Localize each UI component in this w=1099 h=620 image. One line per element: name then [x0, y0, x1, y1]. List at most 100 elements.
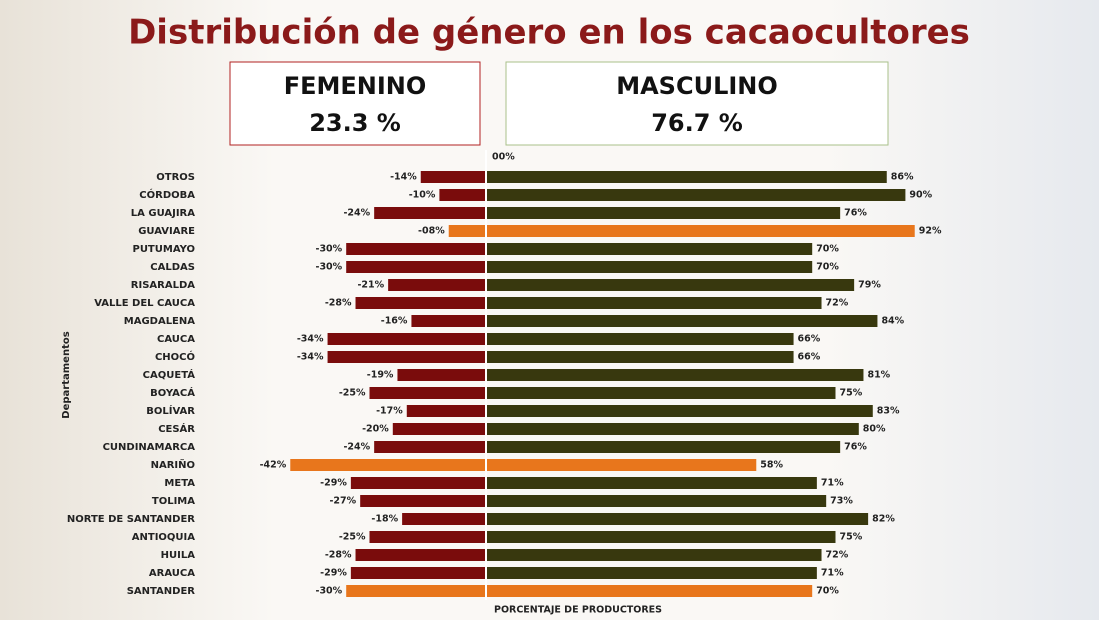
value-label: -18%: [371, 514, 398, 525]
bar: [486, 279, 855, 291]
value-label: -25%: [339, 388, 366, 399]
value-label: 70%: [816, 586, 839, 597]
bar: [374, 441, 486, 453]
category-label: CHOCÓ: [155, 350, 195, 363]
bar: [486, 297, 822, 309]
bar: [486, 315, 878, 327]
value-label: -24%: [343, 208, 370, 219]
bar: [420, 171, 486, 183]
value-label: 76%: [844, 442, 867, 453]
bar: [397, 369, 486, 381]
bar: [369, 387, 486, 399]
value-label: 90%: [909, 190, 932, 201]
bar: [392, 423, 486, 435]
legend-label: FEMENINO: [284, 72, 427, 100]
category-label: HUILA: [161, 550, 196, 561]
value-label: -24%: [343, 442, 370, 453]
value-label: -27%: [329, 496, 356, 507]
value-label: -30%: [316, 244, 343, 255]
bar: [346, 261, 486, 273]
category-label: TOLIMA: [152, 496, 195, 507]
legend-total: 76.7 %: [651, 109, 743, 137]
bar: [411, 315, 486, 327]
bar: [486, 423, 859, 435]
bar: [350, 567, 486, 579]
value-label: 71%: [821, 568, 844, 579]
value-label: 80%: [863, 424, 886, 435]
bar: [369, 531, 486, 543]
value-label: -20%: [362, 424, 389, 435]
chart-title: Distribución de género en los cacaoculto…: [128, 13, 970, 53]
bar: [439, 189, 486, 201]
value-label: -34%: [297, 352, 324, 363]
value-label: 84%: [881, 316, 904, 327]
bar: [448, 225, 486, 237]
legend-total: 23.3 %: [309, 109, 401, 137]
bar: [360, 495, 486, 507]
value-label: -08%: [418, 226, 445, 237]
bar: [486, 261, 813, 273]
value-label: 66%: [798, 334, 821, 345]
value-label: -14%: [390, 172, 417, 183]
bar: [486, 477, 817, 489]
value-label: -42%: [260, 460, 287, 471]
value-label: 71%: [821, 478, 844, 489]
bar: [346, 243, 486, 255]
bar: [486, 243, 813, 255]
value-label: 72%: [826, 298, 849, 309]
bar: [486, 207, 841, 219]
value-label: 86%: [891, 172, 914, 183]
category-label: META: [164, 478, 195, 489]
category-label: NARIÑO: [151, 458, 195, 471]
category-label: BOLÍVAR: [146, 404, 195, 417]
category-label: VALLE DEL CAUCA: [94, 298, 195, 309]
value-label: -34%: [297, 334, 324, 345]
category-label: GUAVIARE: [138, 226, 195, 237]
value-label: -28%: [325, 550, 352, 561]
bar: [486, 459, 757, 471]
value-label: -16%: [381, 316, 408, 327]
value-label: 75%: [840, 388, 863, 399]
legend-box: [505, 61, 889, 146]
value-label: 70%: [816, 262, 839, 273]
category-label: LA GUAJIRA: [131, 208, 195, 219]
value-label: 92%: [919, 226, 942, 237]
category-label: CESÁR: [158, 422, 195, 435]
bar: [486, 405, 873, 417]
bar: [486, 549, 822, 561]
value-label: 58%: [760, 460, 783, 471]
value-label: 83%: [877, 406, 900, 417]
bar: [486, 495, 827, 507]
bar: [486, 351, 794, 363]
value-label: -30%: [316, 262, 343, 273]
bar: [486, 513, 869, 525]
category-label: CALDAS: [150, 262, 195, 273]
legend-label: MASCULINO: [616, 72, 778, 100]
bar: [486, 567, 817, 579]
value-label: -25%: [339, 532, 366, 543]
bar: [355, 549, 486, 561]
category-label: MAGDALENA: [124, 316, 196, 327]
bar: [388, 279, 486, 291]
category-label: ARAUCA: [149, 568, 195, 579]
bar: [486, 189, 906, 201]
value-label: 72%: [826, 550, 849, 561]
bar: [402, 513, 486, 525]
bar: [486, 369, 864, 381]
x-tick-label: 00%: [492, 152, 515, 163]
bar: [486, 333, 794, 345]
bar: [346, 585, 486, 597]
category-label: OTROS: [156, 172, 195, 183]
bar: [486, 585, 813, 597]
bar: [327, 351, 486, 363]
value-label: -28%: [325, 298, 352, 309]
bar: [327, 333, 486, 345]
category-label: CÓRDOBA: [139, 188, 195, 201]
category-label: ANTIOQUIA: [132, 532, 195, 543]
bar: [486, 387, 836, 399]
bar: [486, 171, 887, 183]
value-label: -30%: [316, 586, 343, 597]
bar: [355, 297, 486, 309]
category-label: CUNDINAMARCA: [103, 442, 196, 453]
